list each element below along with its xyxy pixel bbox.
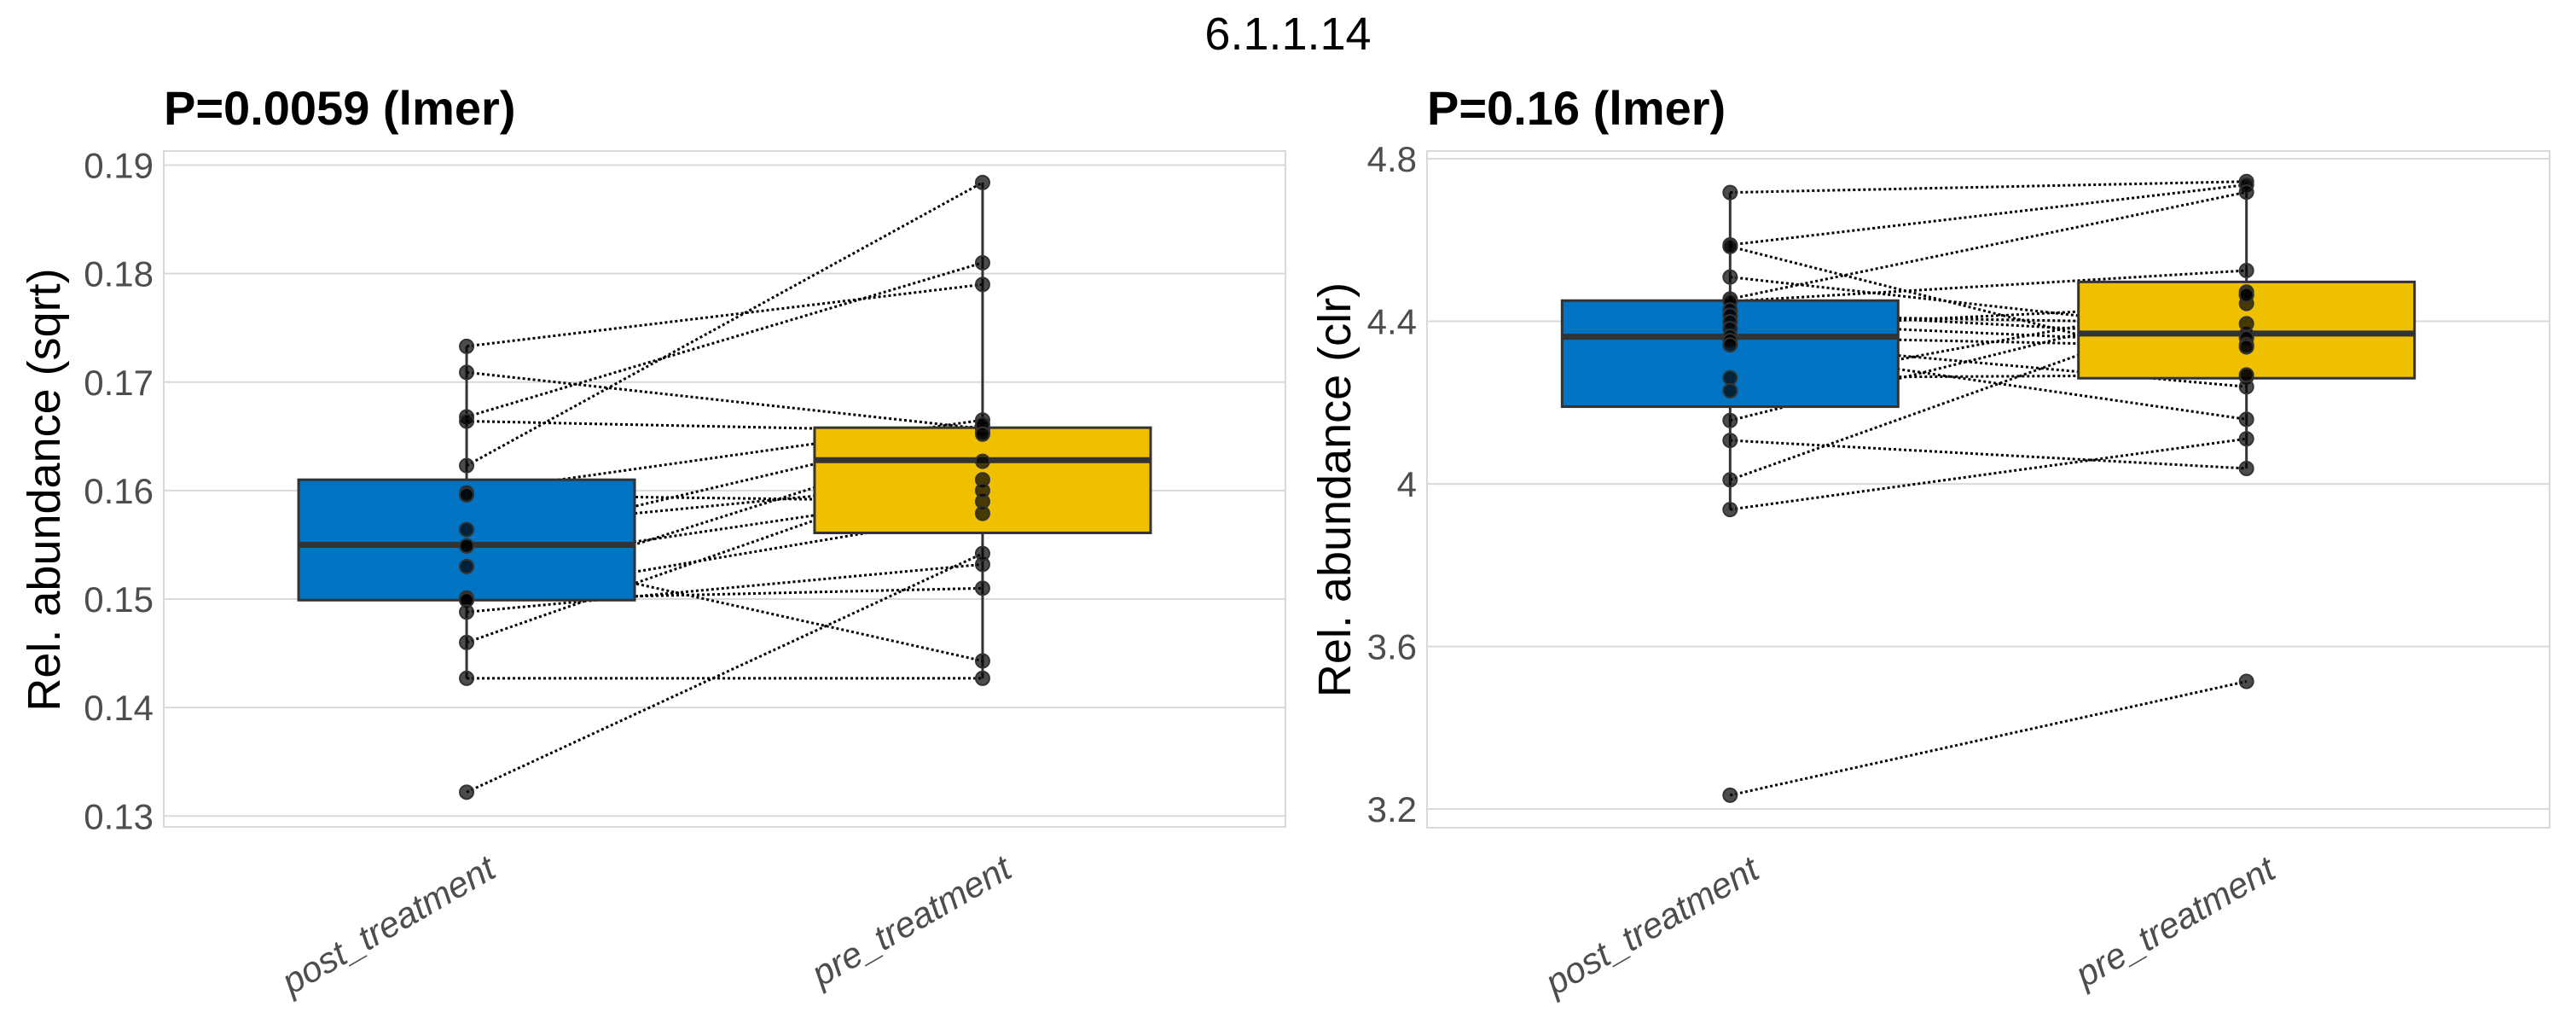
y-tick-label: 3.2 — [1367, 789, 1417, 829]
data-point — [2238, 673, 2254, 689]
pair-line — [1730, 190, 2247, 300]
y-tick-label: 4 — [1397, 464, 1417, 504]
pair-lines — [1729, 180, 2248, 797]
data-point — [2238, 411, 2254, 428]
data-point — [974, 174, 990, 190]
data-point — [1722, 238, 1738, 254]
gridlines — [1427, 158, 2550, 811]
data-point — [974, 254, 990, 271]
pair-line — [467, 586, 983, 602]
data-point — [459, 364, 475, 381]
pair-line — [1730, 437, 2247, 511]
data-point — [1722, 369, 1738, 386]
y-tick-label: 0.17 — [84, 363, 154, 403]
data-point — [974, 426, 990, 442]
panel-left: P=0.0059 (lmer) Rel. abundance (sqrt) 0.… — [19, 81, 1286, 1003]
y-ticks: 0.13 0.14 0.15 0.16 0.17 0.18 0.19 — [84, 146, 154, 837]
panel-title: P=0.16 (lmer) — [1427, 81, 1726, 135]
data-point — [974, 653, 990, 669]
data-point — [2238, 263, 2254, 279]
data-point — [2238, 184, 2254, 201]
data-point — [459, 538, 475, 554]
data-point — [459, 558, 475, 574]
data-point — [459, 457, 475, 474]
panel-right: P=0.16 (lmer) Rel. abundance (clr) 3.23.… — [1309, 81, 2550, 1004]
data-point — [459, 784, 475, 800]
x-tick-label: pre_treatment — [2067, 847, 2283, 996]
boxplots — [1560, 181, 2416, 510]
data-point — [974, 580, 990, 596]
y-tick-label: 4.8 — [1367, 139, 1417, 179]
data-point — [1722, 433, 1738, 449]
data-point — [974, 276, 990, 293]
data-point — [2238, 339, 2254, 355]
data-points — [459, 174, 990, 800]
x-ticks: post_treatment pre_treatment — [1537, 847, 2283, 1004]
data-point — [459, 486, 475, 503]
data-point — [2238, 287, 2254, 303]
data-point — [2238, 367, 2254, 383]
x-tick-label: post_treatment — [273, 847, 503, 1003]
data-point — [1722, 502, 1738, 518]
pair-line — [466, 282, 983, 348]
y-tick-label: 0.13 — [84, 796, 154, 836]
pair-line — [466, 370, 983, 430]
data-point — [459, 338, 475, 354]
x-ticks: post_treatment pre_treatment — [273, 847, 1019, 1003]
pair-line — [1729, 680, 2248, 797]
pair-line — [466, 562, 983, 614]
y-tick-label: 0.19 — [84, 146, 154, 186]
figure-title: 6.1.1.14 — [1204, 9, 1371, 60]
data-point — [974, 545, 990, 561]
plot-frame — [1426, 150, 2550, 829]
data-point — [2238, 316, 2254, 332]
data-point — [974, 670, 990, 686]
data-point — [974, 453, 990, 469]
data-point — [1722, 269, 1738, 285]
y-tick-label: 0.16 — [84, 471, 154, 511]
data-point — [1722, 184, 1738, 201]
y-tick-label: 0.18 — [84, 254, 154, 294]
y-tick-label: 0.15 — [84, 579, 154, 620]
data-point — [459, 604, 475, 620]
data-point — [1722, 337, 1738, 353]
data-point — [2238, 431, 2254, 447]
data-point — [974, 505, 990, 521]
data-point — [1722, 383, 1738, 399]
data-point — [974, 482, 990, 498]
x-tick-label: pre_treatment — [804, 847, 1020, 995]
data-point — [459, 413, 475, 429]
panel-title: P=0.0059 (lmer) — [164, 81, 515, 135]
pair-line — [1729, 245, 2248, 379]
pair-line — [1730, 269, 2247, 303]
data-point — [1722, 472, 1738, 488]
data-point — [459, 634, 475, 650]
pair-line — [1730, 439, 2247, 470]
y-axis-label: Rel. abundance (clr) — [1309, 282, 1361, 697]
data-point — [459, 521, 475, 538]
y-axis-label: Rel. abundance (sqrt) — [19, 268, 70, 711]
data-point — [459, 670, 475, 686]
data-point — [1722, 412, 1738, 428]
y-tick-label: 4.4 — [1367, 302, 1417, 342]
data-point — [2238, 460, 2254, 476]
plot-frame — [163, 150, 1286, 828]
data-points — [1722, 173, 2254, 803]
y-ticks: 3.2 3.6 4 4.4 4.8 — [1367, 139, 1417, 829]
y-tick-label: 0.14 — [84, 688, 154, 728]
boxplots — [297, 182, 1152, 678]
pair-line — [1730, 183, 2247, 247]
x-tick-label: post_treatment — [1537, 847, 1767, 1004]
y-tick-label: 3.6 — [1367, 627, 1417, 667]
pair-line — [1730, 180, 2247, 195]
data-point — [1722, 787, 1738, 803]
pair-line — [466, 261, 983, 418]
pair-line — [466, 181, 983, 467]
